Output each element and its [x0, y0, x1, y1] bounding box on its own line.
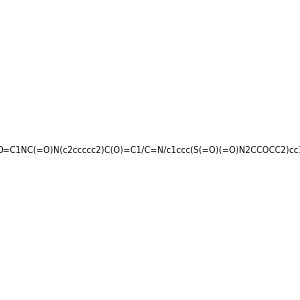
Text: O=C1NC(=O)N(c2ccccc2)C(O)=C1/C=N/c1ccc(S(=O)(=O)N2CCOCC2)cc1: O=C1NC(=O)N(c2ccccc2)C(O)=C1/C=N/c1ccc(S… [0, 146, 300, 154]
